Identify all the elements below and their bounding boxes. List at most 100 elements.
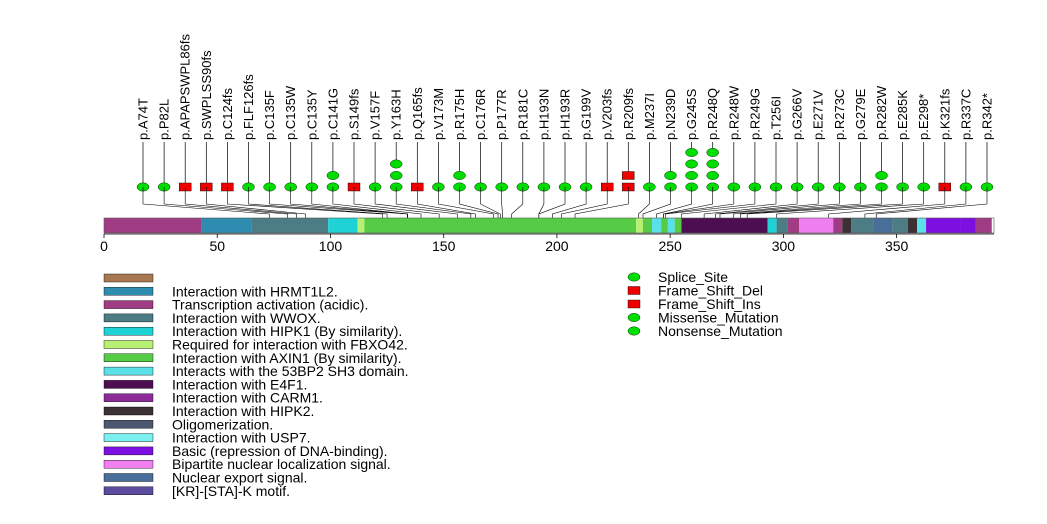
mutation-label: p.R249G xyxy=(747,88,762,140)
domain-legend-swatch xyxy=(103,287,154,296)
mutation-label: p.R209fs xyxy=(621,87,636,140)
mutation-stems xyxy=(142,142,988,187)
protein-domain xyxy=(251,218,329,233)
missense-marker xyxy=(390,159,403,169)
position-connector xyxy=(719,187,840,218)
position-connector xyxy=(311,187,408,218)
mutation-label: p.R282W xyxy=(874,85,889,140)
position-connector xyxy=(142,187,270,218)
position-connector xyxy=(290,187,408,218)
domain-legend-label: Oligomerization. xyxy=(172,416,273,432)
mutation-label: p.S149fs xyxy=(347,88,362,140)
mutation-label: p.Q165fs xyxy=(410,87,425,140)
domain-legend-swatch xyxy=(103,486,154,495)
axis-tick-label: 350 xyxy=(885,238,909,254)
axis-tick-label: 250 xyxy=(658,238,682,254)
position-connector xyxy=(864,187,967,218)
domain-legend-label: Interaction with CARM1. xyxy=(172,390,323,406)
mutation-legend-swatch xyxy=(627,286,641,295)
domain-legend-label: Interaction with HRMT1L2. xyxy=(172,283,338,299)
domain-legend-swatch xyxy=(103,420,154,429)
position-connector xyxy=(561,187,608,218)
domain-legend-label: Basic (repression of DNA-binding). xyxy=(172,443,388,459)
protein-domain xyxy=(833,218,843,233)
mutation-label: p.V203fs xyxy=(600,88,615,140)
mutation-label: p.C135F xyxy=(262,90,277,140)
position-connector xyxy=(416,187,476,218)
mutation-label: p.C176R xyxy=(473,89,488,140)
position-connector xyxy=(703,187,798,218)
protein-domain xyxy=(636,218,643,233)
mutation-label: p.R273C xyxy=(832,89,847,140)
mutation-label: p.E298* xyxy=(916,94,931,140)
missense-marker xyxy=(685,171,698,180)
mutation-label: p.G245S xyxy=(684,88,699,140)
protein-domain xyxy=(917,218,927,233)
axis-tick-label: 150 xyxy=(432,238,456,254)
mutation-label: p.C141G xyxy=(325,88,340,140)
position-axis: 0 50 100 150 200 250 300 350 xyxy=(100,233,994,254)
domain-legend-swatch xyxy=(103,327,154,336)
position-connector xyxy=(776,187,925,218)
protein-bar-outline xyxy=(103,217,995,234)
protein-domain xyxy=(842,218,852,233)
position-connector xyxy=(501,187,503,218)
position-connector xyxy=(511,187,524,218)
domain-legend-swatch xyxy=(103,353,154,362)
mutation-label: p.H193R xyxy=(558,89,573,140)
mutation-label: p.FLF126fs xyxy=(241,74,256,140)
protein-domain xyxy=(364,218,637,233)
protein-domain xyxy=(767,218,777,233)
domain-legend: Interaction with HRMT1L2.Transcription a… xyxy=(103,273,409,499)
domain-legend-label: Interacts with the 53BP2 SH3 domain. xyxy=(172,363,409,379)
mutation-label: p.R337C xyxy=(958,89,973,140)
domain-legend-swatch xyxy=(103,313,154,323)
mutation-label: p.H193N xyxy=(536,89,551,140)
position-connector xyxy=(227,187,383,218)
position-connector xyxy=(740,187,882,218)
missense-marker xyxy=(706,148,719,157)
mutation-label: p.G199V xyxy=(579,88,594,140)
position-connector xyxy=(374,187,458,218)
mutation-label: p.K321fs xyxy=(937,88,952,140)
domain-legend-swatch xyxy=(103,366,154,376)
mutation-label: p.G279E xyxy=(853,88,868,140)
mutation-legend-label: Missense_Mutation xyxy=(658,310,779,326)
domain-legend-swatch xyxy=(103,473,154,482)
protein-domain xyxy=(328,218,358,233)
axis-tick-label: 0 xyxy=(100,238,108,254)
position-connector xyxy=(353,187,440,218)
position-connector xyxy=(248,187,388,218)
mutation-legend-label: Nonsense_Mutation xyxy=(658,323,783,339)
position-connector xyxy=(642,187,671,218)
missense-marker xyxy=(390,171,403,180)
position-connector xyxy=(538,187,566,218)
mutation-label: p.T256I xyxy=(769,96,784,140)
protein-domain xyxy=(661,218,668,233)
missense-marker xyxy=(685,148,698,157)
position-connector xyxy=(395,187,472,218)
mutation-label: p.R181C xyxy=(515,89,530,140)
protein-domain xyxy=(907,218,918,233)
missense-marker xyxy=(453,171,466,180)
frameshift-marker xyxy=(622,171,635,180)
protein-domain xyxy=(960,218,976,233)
domain-legend-label: Interaction with WWOX. xyxy=(172,310,321,326)
position-connector xyxy=(746,187,903,218)
domain-legend-swatch xyxy=(103,433,154,442)
mutation-label: p.SWPLSS90fs xyxy=(199,50,214,140)
mutation-legend-swatch xyxy=(627,272,641,282)
position-connector xyxy=(656,187,692,218)
position-connector xyxy=(163,187,288,218)
missense-marker xyxy=(685,159,698,169)
mutation-label: p.Y163H xyxy=(389,89,404,140)
mutation-label: p.E285K xyxy=(895,90,910,140)
protein-domain xyxy=(652,218,662,233)
mutation-label: p.E271V xyxy=(811,90,826,140)
domain-legend-swatch xyxy=(103,300,154,309)
protein-domain xyxy=(873,218,893,233)
mutation-legend-swatch xyxy=(627,326,641,336)
domain-legend-label: Interaction with HIPK1 (By similarity). xyxy=(172,323,402,339)
domain-legend-label: Transcription activation (acidic). xyxy=(172,297,368,313)
position-connector xyxy=(875,187,988,218)
